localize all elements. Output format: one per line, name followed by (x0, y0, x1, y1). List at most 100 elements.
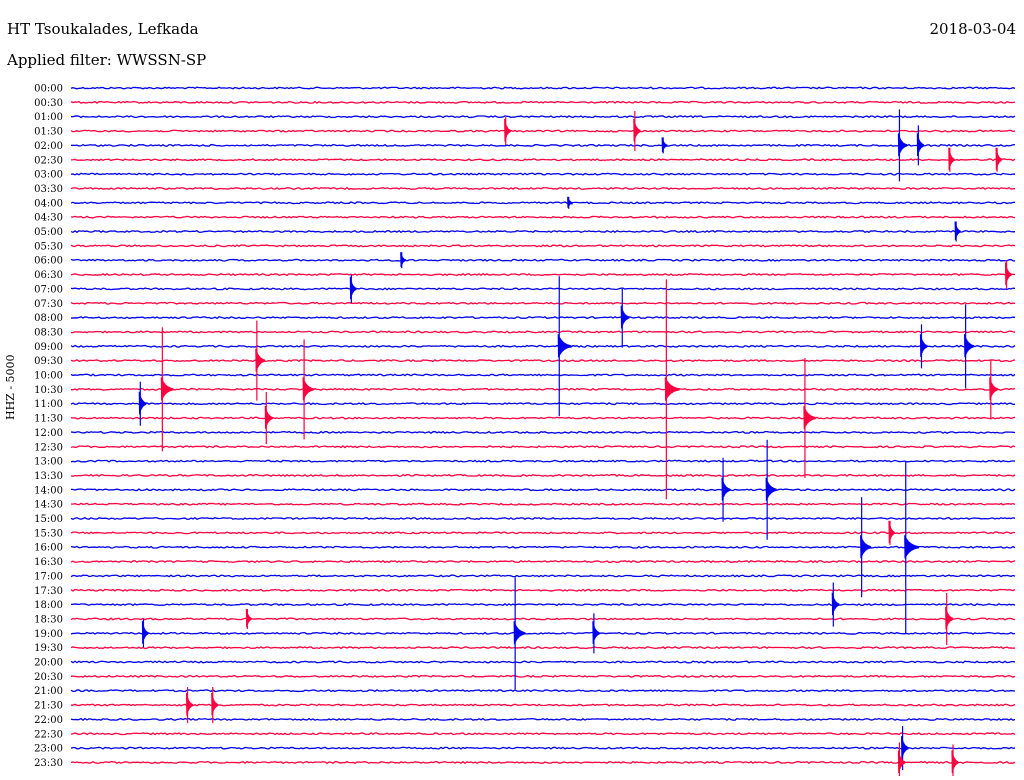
seismic-event (513, 577, 526, 690)
trace-line (70, 545, 1016, 549)
seismic-event (504, 117, 511, 146)
trace-line (70, 617, 1016, 621)
seismic-event (897, 742, 906, 776)
seismic-event (245, 608, 252, 629)
trace-line (70, 588, 1016, 592)
trace-line (70, 158, 1016, 162)
tick-label: 09:30 (34, 356, 63, 367)
trace-line (70, 129, 1016, 133)
seismic-event (661, 137, 668, 154)
trace-line (70, 115, 1016, 119)
tick-label: 02:00 (34, 141, 63, 152)
tick-label: 22:00 (34, 715, 63, 726)
seismic-event (916, 125, 925, 166)
seismic-event (888, 520, 895, 545)
trace-line (70, 359, 1016, 363)
tick-label: 04:30 (34, 213, 63, 224)
seismic-event (664, 279, 680, 500)
trace-line (70, 287, 1016, 291)
seismic-event (803, 358, 816, 479)
trace-line (70, 631, 1016, 635)
trace-line (70, 273, 1016, 277)
tick-label: 19:00 (34, 629, 63, 640)
tick-label: 08:30 (34, 327, 63, 338)
trace-line (70, 760, 1016, 765)
seismic-event (567, 196, 573, 209)
seismic-event (160, 327, 174, 452)
seismic-event (620, 287, 630, 348)
trace-line (70, 660, 1016, 664)
seismic-event (349, 274, 357, 303)
seismic-event (964, 304, 975, 389)
seismic-event (211, 687, 219, 724)
tick-label: 14:00 (34, 485, 63, 496)
trace-line (70, 531, 1016, 535)
seismic-event (919, 324, 928, 369)
tick-label: 01:00 (34, 112, 63, 123)
trace-line (70, 459, 1016, 463)
trace-line (70, 402, 1016, 406)
trace-line (70, 344, 1016, 348)
tick-label: 06:00 (34, 256, 63, 267)
seismic-event (400, 252, 407, 269)
filter-label: Applied filter: WWSSN-SP (7, 51, 207, 69)
tick-label: 21:30 (34, 701, 63, 712)
trace-line (71, 316, 1016, 320)
seismic-event (264, 392, 273, 445)
trace-line (70, 703, 1016, 707)
seismic-event (995, 147, 1003, 172)
seismic-event (557, 276, 572, 417)
tick-label: 01:30 (34, 127, 63, 138)
seismic-event (948, 147, 955, 172)
tick-label: 03:30 (34, 184, 63, 195)
trace-line (70, 646, 1016, 650)
trace-line (70, 215, 1016, 219)
trace-line (70, 387, 1016, 391)
tick-label: 23:00 (34, 744, 63, 755)
trace-line (70, 674, 1016, 678)
tick-label: 03:00 (34, 170, 63, 181)
seismic-event (138, 381, 147, 426)
tick-label: 17:30 (34, 586, 63, 597)
seismic-event (945, 592, 954, 645)
trace-line (70, 416, 1016, 420)
trace-line (70, 186, 1016, 190)
seismic-event (904, 461, 920, 634)
tick-label: 09:00 (34, 342, 63, 353)
trace-line (70, 746, 1016, 750)
tick-label: 02:30 (34, 155, 63, 166)
trace-line (70, 430, 1016, 434)
tick-label: 05:00 (34, 227, 63, 238)
tick-label: 16:00 (34, 543, 63, 554)
tick-label: 12:00 (34, 428, 63, 439)
tick-label: 00:00 (34, 84, 63, 95)
seismic-event (721, 457, 731, 522)
seismic-event (897, 109, 908, 182)
trace-line (70, 516, 1016, 521)
trace-line (70, 717, 1016, 722)
seismic-event (592, 613, 600, 654)
tick-label: 20:30 (34, 672, 63, 683)
tick-label: 10:00 (34, 371, 63, 382)
tick-label: 15:00 (34, 514, 63, 525)
tick-label: 10:30 (34, 385, 63, 396)
trace-line (70, 445, 1016, 449)
tick-label: 11:30 (34, 414, 63, 425)
trace-line (70, 172, 1016, 176)
tick-label: 21:00 (34, 686, 63, 697)
trace-line (70, 86, 1016, 90)
trace-line (70, 603, 1016, 607)
trace-line (70, 258, 1016, 262)
tick-label: 13:00 (34, 457, 63, 468)
trace-line (70, 689, 1016, 693)
seismic-event (831, 582, 840, 627)
seismic-event (302, 339, 314, 440)
tick-label: 18:30 (34, 614, 63, 625)
seismic-event (633, 111, 641, 152)
tick-label: 20:00 (34, 658, 63, 669)
tick-label: 07:00 (34, 284, 63, 295)
tick-label: 14:30 (34, 500, 63, 511)
tick-label: 05:30 (34, 241, 63, 252)
trace-line (70, 330, 1016, 334)
